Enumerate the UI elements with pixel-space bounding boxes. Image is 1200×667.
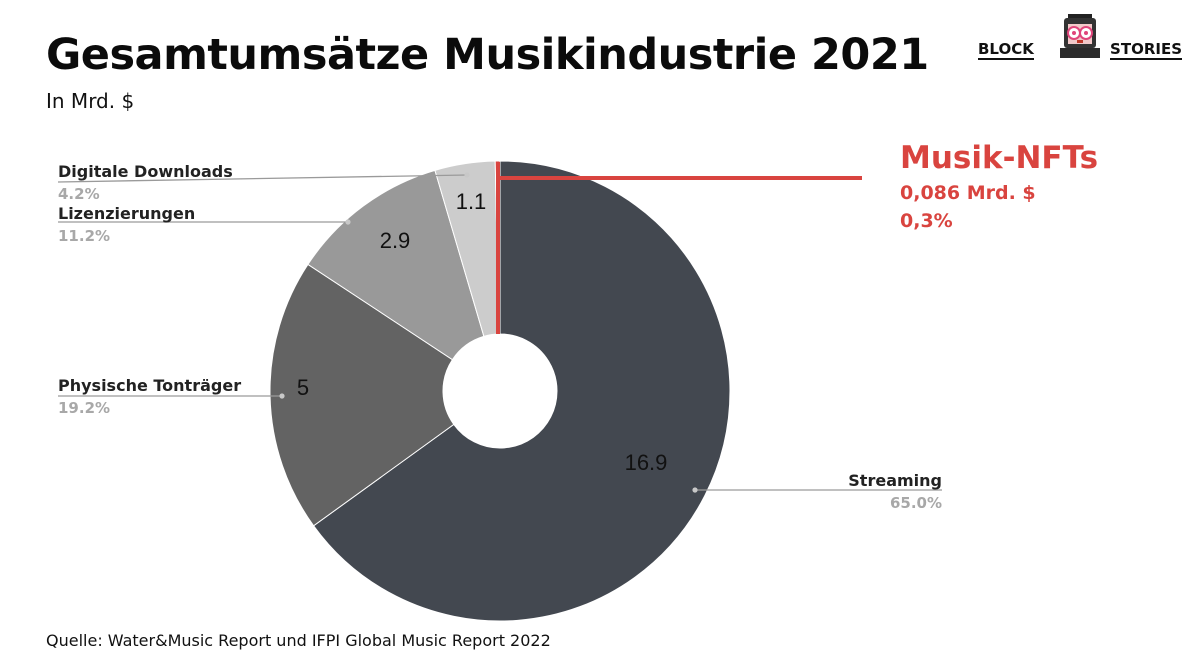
slice-value-streaming: 16.9 — [625, 450, 668, 475]
leader-dot-streaming — [692, 487, 698, 493]
logo-mascot-icon — [1060, 14, 1100, 58]
leader-line-digitale-downloads — [57, 174, 468, 183]
slice-percent-lizenzierungen: 11.2% — [58, 227, 110, 245]
slice-label-digitale-downloads: Digitale Downloads — [58, 162, 233, 181]
slice-value-lizenzierungen: 2.9 — [380, 228, 411, 253]
slice-value-digitale-downloads: 1.1 — [456, 189, 487, 214]
chart-title: Gesamtumsätze Musikindustrie 2021 — [46, 30, 929, 80]
nft-callout-percent: 0,3% — [900, 210, 953, 232]
slice-label-physische-tontr-ger: Physische Tonträger — [58, 376, 241, 395]
nft-callout-title: Musik-NFTs — [900, 140, 1099, 176]
slice-percent-physische-tontr-ger: 19.2% — [58, 399, 110, 417]
donut-hole — [443, 334, 557, 448]
chart-subtitle: In Mrd. $ — [46, 89, 135, 113]
logo-word-left: BLOCK — [978, 40, 1034, 60]
slice-label-lizenzierungen: Lizenzierungen — [58, 204, 195, 223]
slice-value-physische-tontr-ger: 5 — [297, 375, 309, 400]
nft-callout-value: 0,086 Mrd. $ — [900, 182, 1036, 204]
slice-label-streaming: Streaming — [848, 471, 942, 490]
source-note: Quelle: Water&Music Report und IFPI Glob… — [46, 631, 551, 650]
leader-dot-physische-tontr-ger — [279, 393, 285, 399]
leader-dot-digitale-downloads — [464, 172, 470, 178]
block-stories-logo: BLOCK STORIES — [978, 12, 1182, 64]
logo-word-right: STORIES — [1110, 40, 1182, 60]
slice-percent-digitale-downloads: 4.2% — [58, 185, 100, 203]
slice-percent-streaming: 65.0% — [890, 494, 942, 512]
leader-dot-lizenzierungen — [345, 219, 351, 225]
